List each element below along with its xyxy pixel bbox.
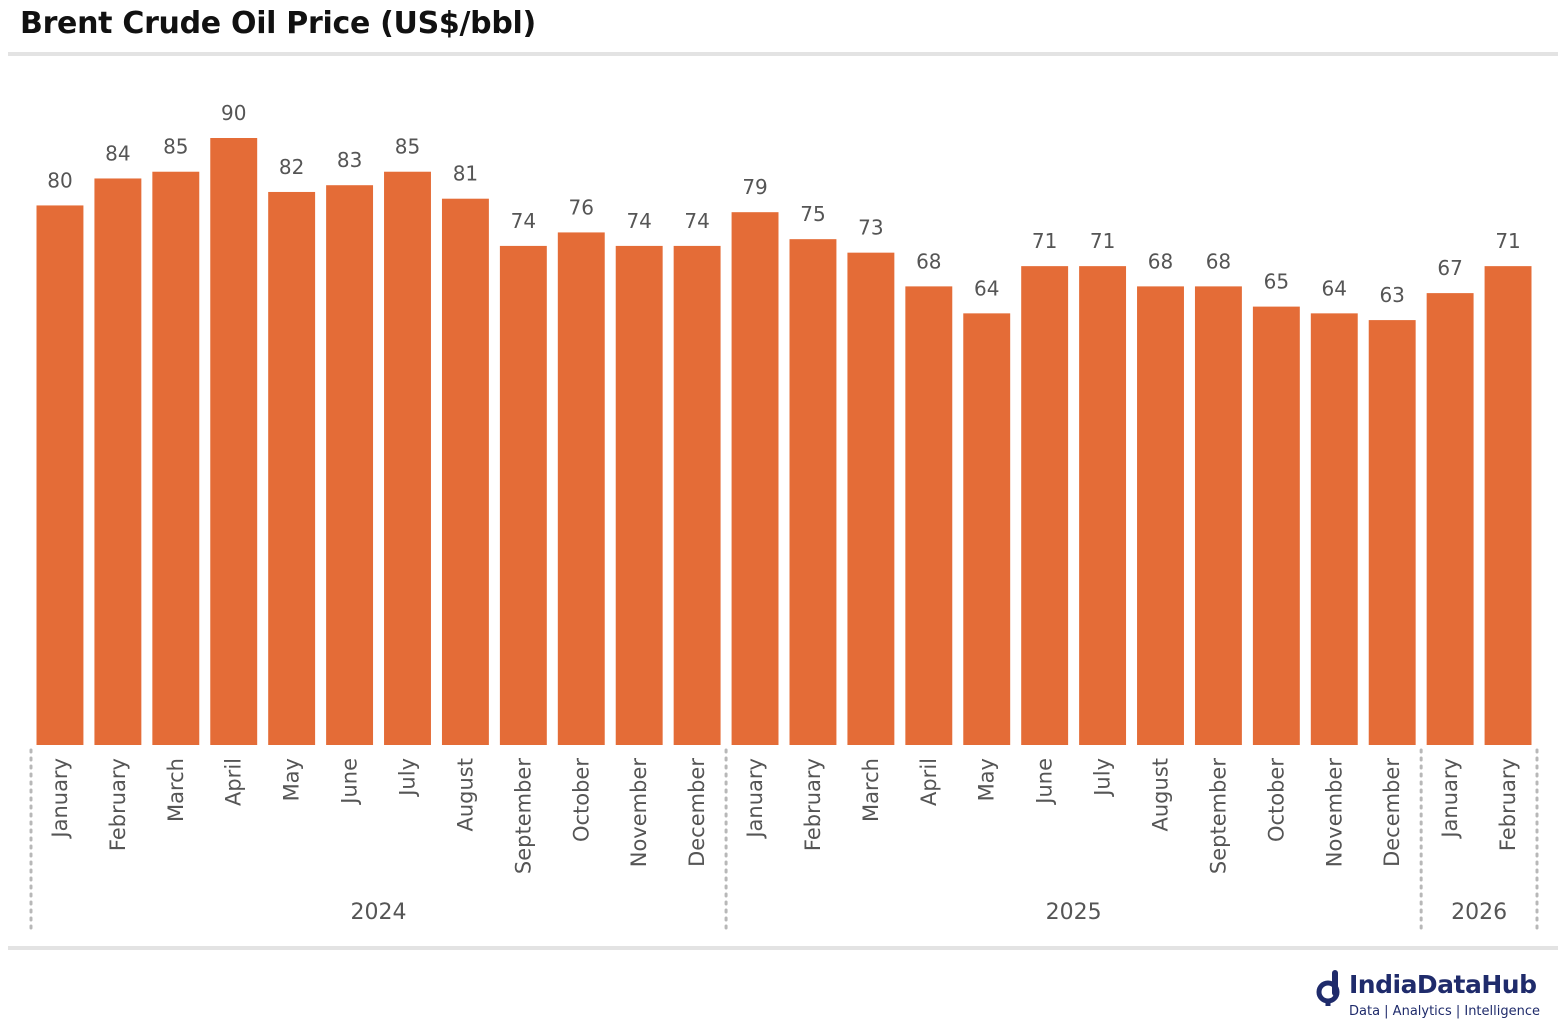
bar [1484,266,1532,745]
x-tick-label: June [338,758,362,806]
data-label: 84 [105,141,130,165]
bar [1252,306,1300,745]
data-label: 63 [1379,283,1404,307]
bar [210,138,258,745]
x-tick-label: November [1322,758,1346,868]
bar-chart: 80 January 84 February 85 March 90 April 82 May 83… [29,101,1539,936]
data-label: 74 [626,209,651,233]
bar [1079,266,1127,745]
year-group-label: 2024 [351,900,407,925]
x-tick-label: January [743,758,767,840]
chart-title: Brent Crude Oil Price (US$/bbl) [20,6,536,41]
bar [499,245,547,745]
x-tick-label: September [1206,758,1230,874]
x-tick-label: September [511,758,535,874]
year-group-label: 2025 [1046,900,1102,925]
bar [36,205,84,745]
x-tick-label: April [222,758,246,806]
data-label: 68 [1148,249,1173,273]
brand-name: IndiaDataHub [1349,970,1537,999]
bottom-divider [8,946,1558,950]
data-label: 76 [569,195,594,219]
bar [905,286,953,745]
bar [789,239,837,746]
x-tick-label: November [627,758,651,868]
data-label: 79 [742,175,767,199]
data-label: 65 [1264,270,1289,294]
brand-logo: IndiaDataHub Data | Analytics | Intellig… [1315,968,1555,1028]
bar [731,212,779,745]
bar [441,198,489,745]
bar [673,245,721,745]
x-tick-label: May [975,758,999,801]
x-tick-label: February [801,758,825,851]
bar [1426,293,1474,745]
data-label: 82 [279,155,304,179]
indiadatahub-logo-icon [1316,970,1340,1006]
x-tick-label: October [569,758,593,842]
x-tick-label: December [685,758,709,867]
x-tick-label: June [1033,758,1057,806]
data-label: 73 [858,216,883,240]
data-label: 85 [163,135,188,159]
data-label: 74 [511,209,536,233]
bar [152,171,200,746]
data-label: 85 [395,135,420,159]
data-label: 71 [1032,229,1057,253]
data-label: 64 [1322,276,1347,300]
x-tick-label: April [917,758,941,806]
data-label: 67 [1437,256,1462,280]
x-tick-label: July [396,758,420,798]
bar [1194,286,1242,745]
bar [963,313,1011,745]
bar [615,245,663,745]
data-label: 68 [1206,249,1231,273]
data-label: 81 [453,162,478,186]
bar [1310,313,1358,745]
bar [94,178,142,746]
bar [326,185,374,745]
data-label: 74 [684,209,709,233]
data-label: 68 [916,249,941,273]
data-label: 90 [221,101,246,125]
bar [1137,286,1184,745]
data-label: 83 [337,148,362,172]
year-group-label: 2026 [1451,900,1507,925]
bar [384,171,431,746]
data-label: 71 [1495,229,1520,253]
data-label: 75 [800,202,825,226]
bar [268,191,316,745]
x-tick-label: January [48,758,72,840]
x-tick-label: July [1091,758,1115,798]
data-label: 64 [974,276,999,300]
brand-tagline: Data | Analytics | Intelligence [1349,1004,1541,1019]
bar [1021,266,1069,745]
x-tick-label: December [1380,758,1404,867]
bar [847,252,895,745]
x-tick-label: August [453,758,477,832]
x-tick-label: February [1496,758,1520,851]
x-tick-label: February [106,758,130,851]
bar [1368,320,1416,745]
x-tick-label: March [164,758,188,822]
bar [557,232,605,746]
data-label: 71 [1090,229,1115,253]
top-divider [8,52,1558,56]
x-tick-label: May [280,758,304,801]
x-tick-label: October [1264,758,1288,842]
x-tick-label: January [1438,758,1462,840]
x-tick-label: March [859,758,883,822]
x-tick-label: August [1149,758,1173,832]
data-label: 80 [47,168,72,192]
